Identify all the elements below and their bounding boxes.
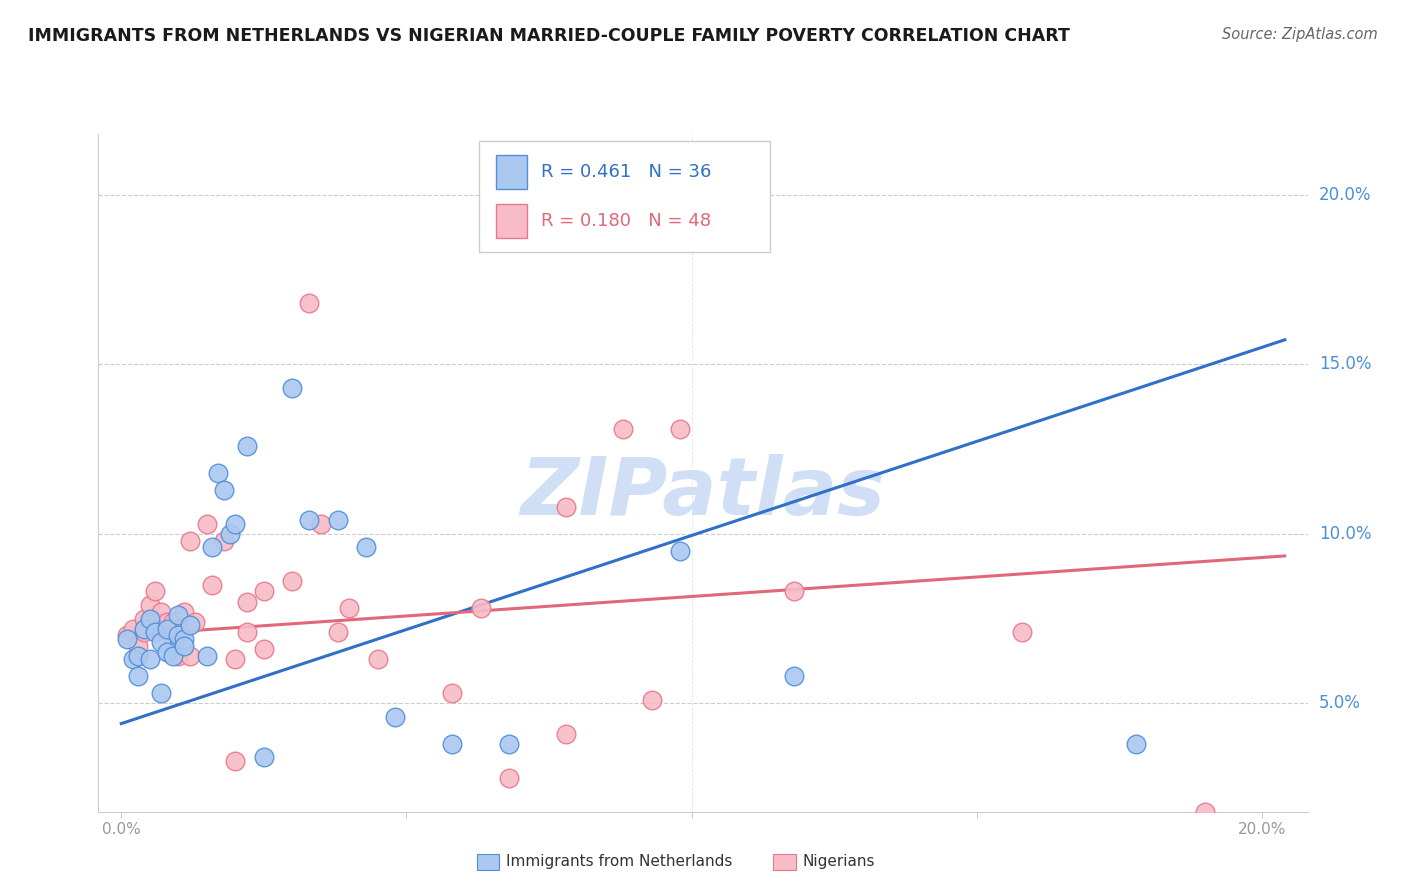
Point [235,594,257,608]
Text: IMMIGRANTS FROM NETHERLANDS VS NIGERIAN MARRIED-COUPLE FAMILY POVERTY CORRELATIO: IMMIGRANTS FROM NETHERLANDS VS NIGERIAN … [28,27,1070,45]
Point [167,622,190,636]
Point [150,622,173,636]
Point [179,648,201,663]
Point [1194,805,1216,819]
Text: R = 0.180   N = 48: R = 0.180 N = 48 [541,212,711,230]
Point [640,693,662,707]
Point [162,648,184,663]
Point [201,577,224,591]
Point [150,605,173,619]
Point [167,648,190,663]
Point [356,541,378,555]
Point [162,615,184,629]
Point [224,754,246,768]
Point [139,615,162,629]
Point [498,737,520,751]
Point [132,625,155,640]
Text: 5.0%: 5.0% [1319,694,1361,712]
Point [184,615,207,629]
Text: ZIPatlas: ZIPatlas [520,454,886,533]
Point [173,639,195,653]
Point [441,686,464,700]
Text: Nigerians: Nigerians [803,855,876,869]
Point [326,625,349,640]
Point [132,611,155,625]
Point [195,516,218,531]
Point [127,639,149,653]
Point [195,648,218,663]
Point [326,513,349,527]
Point [298,296,321,310]
Point [179,533,201,548]
Point [212,483,235,497]
Point [309,516,332,531]
Point [121,652,143,666]
Point [156,615,179,629]
Point [253,750,276,764]
Point [1125,737,1147,751]
Point [441,737,464,751]
Point [498,771,520,785]
Text: 20.0%: 20.0% [1319,186,1371,203]
Point [384,710,406,724]
Point [470,601,492,615]
Point [1011,625,1033,640]
Point [253,642,276,657]
Point [281,381,304,395]
Point [179,618,201,632]
Point [555,500,578,514]
Point [218,526,240,541]
Point [173,622,195,636]
Point [612,422,634,436]
Point [115,628,138,642]
Point [669,543,692,558]
Point [281,574,304,589]
Text: R = 0.461   N = 36: R = 0.461 N = 36 [541,163,711,181]
Text: 10.0%: 10.0% [1319,524,1371,542]
Point [167,628,190,642]
Point [127,648,149,663]
Point [212,533,235,548]
Point [173,632,195,646]
Point [145,584,167,599]
Point [150,635,173,649]
Point [253,584,276,599]
Point [201,541,224,555]
Point [224,516,246,531]
Point [145,625,167,640]
Text: 15.0%: 15.0% [1319,355,1371,373]
Text: Source: ZipAtlas.com: Source: ZipAtlas.com [1222,27,1378,42]
Point [224,652,246,666]
Point [139,598,162,612]
Y-axis label: Married-Couple Family Poverty: Married-Couple Family Poverty [0,356,7,590]
Point [783,669,806,683]
Point [555,727,578,741]
Point [132,622,155,636]
Point [145,615,167,629]
Point [139,611,162,625]
Point [298,513,321,527]
Point [150,686,173,700]
Point [167,608,190,623]
Point [121,622,143,636]
Point [337,601,360,615]
Point [115,632,138,646]
Text: Immigrants from Netherlands: Immigrants from Netherlands [506,855,733,869]
Point [367,652,389,666]
Point [235,439,257,453]
Point [669,422,692,436]
Point [127,669,149,683]
Point [156,645,179,659]
Point [127,648,149,663]
Point [156,622,179,636]
Point [139,652,162,666]
Point [173,605,195,619]
Point [207,466,229,480]
Point [162,632,184,646]
Point [783,584,806,599]
Point [235,625,257,640]
